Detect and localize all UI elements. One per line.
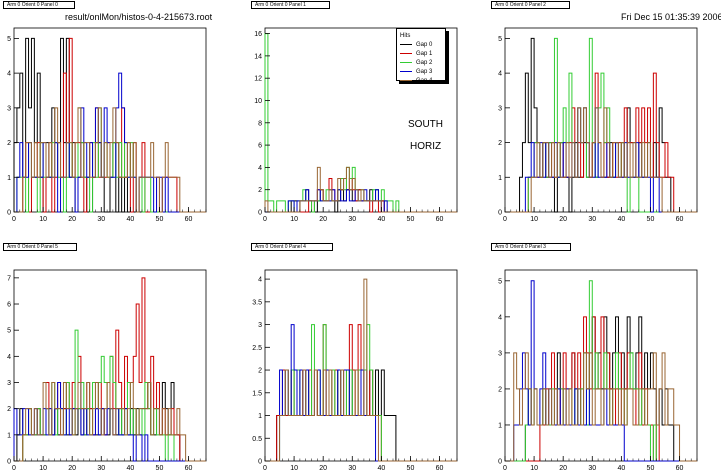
- y-tick-label: 1: [7, 432, 11, 439]
- y-tick-label: 6: [258, 143, 262, 150]
- y-tick-label: 4: [498, 71, 502, 78]
- y-tick-label: 1: [498, 422, 502, 429]
- y-tick-label: 3.5: [252, 299, 262, 306]
- y-tick-label: 1: [258, 413, 262, 420]
- y-tick-label: 3: [258, 322, 262, 329]
- x-tick-label: 60: [436, 216, 444, 223]
- x-tick-label: 60: [676, 216, 684, 223]
- y-tick-label: 2: [7, 406, 11, 413]
- x-tick-label: 0: [12, 216, 16, 223]
- x-tick-label: 10: [290, 216, 298, 223]
- x-tick-label: 20: [68, 216, 76, 223]
- y-tick-label: 0.5: [252, 436, 262, 443]
- x-tick-label: 40: [377, 216, 385, 223]
- pad-title: Arm 0 Orient 0 Panel 4: [251, 243, 333, 251]
- pad-title: Arm 0 Orient 0 Panel 1: [251, 1, 330, 9]
- legend-entry: Gap 4: [400, 76, 442, 85]
- y-tick-label: 8: [258, 120, 262, 127]
- legend-entry: Gap 0: [400, 40, 442, 49]
- histogram-series-gap-0: [505, 37, 697, 213]
- y-tick-label: 1: [7, 175, 11, 182]
- pad-title: Arm 0 Orient 0 Panel 2: [491, 1, 570, 9]
- plot-frame: [13, 269, 207, 462]
- x-tick-label: 20: [559, 216, 567, 223]
- x-tick-label: 50: [156, 216, 164, 223]
- y-tick-label: 12: [254, 76, 262, 83]
- histogram-panel: 0 10 20 30 40 50 60 0 1 2 3 4 5: [498, 27, 698, 223]
- pad-title: Arm 0 Orient 0 Panel 0: [3, 1, 75, 9]
- legend-entry: Gap 1: [400, 49, 442, 58]
- histogram-panel: 0 10 20 30 40 50 60 0 2 4 6 8 10 12 14 16: [254, 27, 458, 223]
- histogram-series-gap-4: [505, 352, 697, 462]
- x-tick-label: 20: [319, 216, 327, 223]
- y-tick-label: 5: [498, 36, 502, 43]
- y-tick-label: 0: [258, 210, 262, 217]
- y-tick-label: 3: [7, 105, 11, 112]
- y-tick-label: 2.5: [252, 345, 262, 352]
- y-tick-label: 0: [498, 459, 502, 466]
- y-tick-label: 0: [7, 210, 11, 217]
- y-tick-label: 3: [498, 105, 502, 112]
- x-tick-label: 0: [503, 216, 507, 223]
- x-tick-label: 60: [185, 216, 193, 223]
- y-tick-label: 7: [7, 275, 11, 282]
- y-tick-label: 5: [7, 328, 11, 335]
- file-name: result/onlMon/histos-0-4-215673.root: [65, 12, 213, 22]
- x-tick-label: 0: [263, 216, 267, 223]
- plot-frame: [504, 269, 698, 462]
- y-tick-label: 4: [498, 314, 502, 321]
- y-tick-label: 3: [498, 350, 502, 357]
- y-tick-label: 14: [254, 53, 262, 60]
- x-tick-label: 30: [588, 216, 596, 223]
- y-tick-label: 16: [254, 31, 262, 38]
- plot-frame: [504, 27, 698, 213]
- y-tick-label: 0: [498, 210, 502, 217]
- legend-entry: Gap 3: [400, 67, 442, 76]
- x-tick-label: 40: [617, 216, 625, 223]
- y-tick-label: 4: [7, 71, 11, 78]
- x-tick-label: 40: [126, 216, 134, 223]
- plot-frame: [264, 269, 458, 462]
- histogram-series-gap-4: [14, 382, 206, 462]
- y-tick-label: 2: [7, 140, 11, 147]
- y-tick-label: 1.5: [252, 390, 262, 397]
- legend-title: Hits: [400, 32, 411, 39]
- y-tick-label: 3: [7, 380, 11, 387]
- y-tick-label: 5: [7, 36, 11, 43]
- y-tick-label: 2: [258, 368, 262, 375]
- y-tick-label: 0: [7, 459, 11, 466]
- legend: Hits Gap 0 Gap 1 Gap 2 Gap 3 Gap 4: [396, 28, 446, 84]
- orient-label: HORIZ: [410, 141, 442, 152]
- y-tick-label: 2: [258, 187, 262, 194]
- x-tick-label: 50: [647, 216, 655, 223]
- y-tick-label: 4: [7, 354, 11, 361]
- y-tick-label: 1: [498, 175, 502, 182]
- y-tick-label: 4: [258, 277, 262, 284]
- y-tick-label: 5: [498, 278, 502, 285]
- y-tick-label: 10: [254, 98, 262, 105]
- side-label: SOUTH: [408, 119, 443, 130]
- x-tick-label: 50: [407, 216, 415, 223]
- y-tick-label: 2: [498, 386, 502, 393]
- x-tick-label: 30: [348, 216, 356, 223]
- y-tick-label: 0: [258, 459, 262, 466]
- pad-title: Arm 0 Orient 0 Panel 5: [3, 243, 77, 251]
- y-tick-label: 4: [258, 165, 262, 172]
- y-tick-label: 2: [498, 140, 502, 147]
- x-tick-label: 10: [39, 216, 47, 223]
- histogram-panel: 0 10 20 30 40 50 60 0 1 2 3 4 5: [7, 27, 207, 223]
- y-tick-label: 6: [7, 302, 11, 309]
- histogram-series-gap-4: [505, 107, 697, 213]
- x-tick-label: 30: [97, 216, 105, 223]
- x-tick-label: 10: [530, 216, 538, 223]
- timestamp: Fri Dec 15 01:35:39 2006: [621, 12, 721, 22]
- histogram-series-gap-4: [14, 107, 206, 213]
- legend-entry: Gap 2: [400, 58, 442, 67]
- pad-title: Arm 0 Orient 0 Panel 3: [491, 243, 571, 251]
